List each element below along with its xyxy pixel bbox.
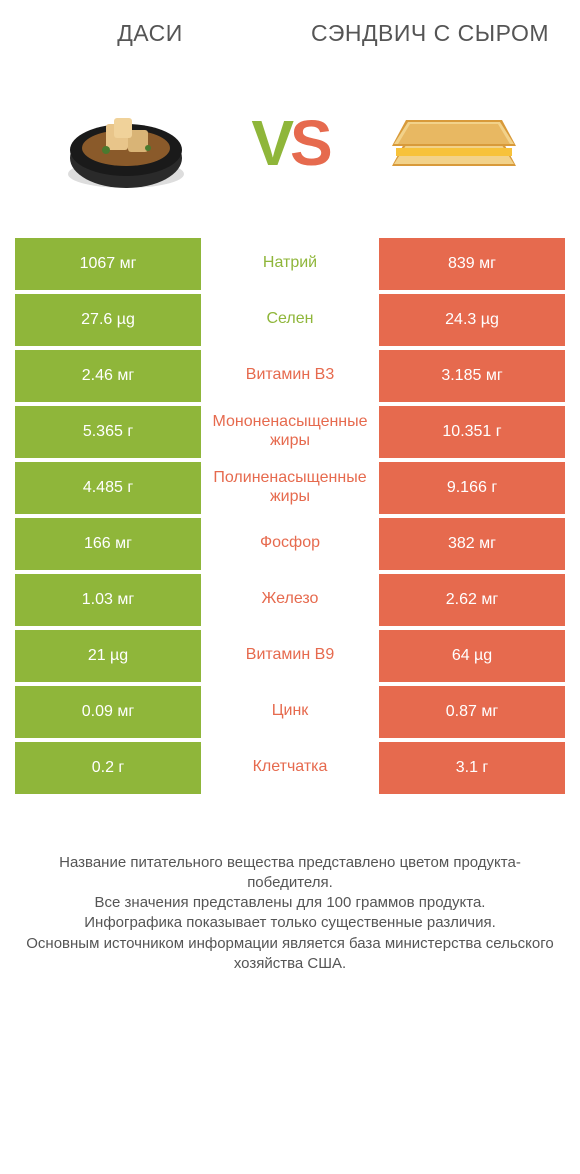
footer-line: Инфографика показывает только существенн… <box>25 913 555 933</box>
nutrient-label: Натрий <box>201 238 379 290</box>
value-right: 3.185 мг <box>379 350 565 402</box>
table-row: 166 мгФосфор382 мг <box>15 518 565 570</box>
value-right: 24.3 µg <box>379 294 565 346</box>
footer-line: Все значения представлены для 100 граммо… <box>25 893 555 913</box>
value-right: 839 мг <box>379 238 565 290</box>
table-row: 0.2 гКлетчатка3.1 г <box>15 742 565 794</box>
value-right: 3.1 г <box>379 742 565 794</box>
value-right: 2.62 мг <box>379 574 565 626</box>
table-row: 2.46 мгВитамин B33.185 мг <box>15 350 565 402</box>
cheese-sandwich-icon <box>344 88 565 198</box>
vs-v-letter: V <box>251 107 290 179</box>
value-left: 166 мг <box>15 518 201 570</box>
value-left: 2.46 мг <box>15 350 201 402</box>
nutrient-label: Фосфор <box>201 518 379 570</box>
nutrient-label: Мононенасыщенные жиры <box>201 406 379 458</box>
header-left-title: ДАСИ <box>10 20 290 48</box>
table-row: 21 µgВитамин B964 µg <box>15 630 565 682</box>
footer-notes: Название питательного вещества представл… <box>0 798 580 995</box>
value-right: 9.166 г <box>379 462 565 514</box>
footer-line: Основным источником информации является … <box>25 934 555 975</box>
header-right-title: СЭНДВИЧ С СЫРОМ <box>290 20 570 48</box>
nutrition-table: 1067 мгНатрий839 мг27.6 µgСелен24.3 µg2.… <box>0 238 580 794</box>
nutrient-label: Железо <box>201 574 379 626</box>
value-left: 0.09 мг <box>15 686 201 738</box>
table-row: 4.485 гПолиненасыщенные жиры9.166 г <box>15 462 565 514</box>
nutrient-label: Полиненасыщенные жиры <box>201 462 379 514</box>
value-left: 21 µg <box>15 630 201 682</box>
dashi-bowl-icon <box>15 88 236 198</box>
nutrient-label: Витамин B9 <box>201 630 379 682</box>
value-left: 27.6 µg <box>15 294 201 346</box>
table-row: 0.09 мгЦинк0.87 мг <box>15 686 565 738</box>
table-row: 5.365 гМононенасыщенные жиры10.351 г <box>15 406 565 458</box>
nutrient-label: Клетчатка <box>201 742 379 794</box>
nutrient-label: Витамин B3 <box>201 350 379 402</box>
table-row: 1.03 мгЖелезо2.62 мг <box>15 574 565 626</box>
images-row: VS <box>0 58 580 238</box>
header-row: ДАСИ СЭНДВИЧ С СЫРОМ <box>0 0 580 58</box>
vs-badge: VS <box>251 111 328 175</box>
table-row: 27.6 µgСелен24.3 µg <box>15 294 565 346</box>
value-left: 0.2 г <box>15 742 201 794</box>
value-right: 0.87 мг <box>379 686 565 738</box>
value-right: 10.351 г <box>379 406 565 458</box>
footer-line: Название питательного вещества представл… <box>25 853 555 894</box>
value-right: 382 мг <box>379 518 565 570</box>
value-left: 5.365 г <box>15 406 201 458</box>
value-left: 4.485 г <box>15 462 201 514</box>
nutrient-label: Цинк <box>201 686 379 738</box>
vs-s-letter: S <box>290 107 329 179</box>
table-row: 1067 мгНатрий839 мг <box>15 238 565 290</box>
value-left: 1067 мг <box>15 238 201 290</box>
nutrient-label: Селен <box>201 294 379 346</box>
value-right: 64 µg <box>379 630 565 682</box>
value-left: 1.03 мг <box>15 574 201 626</box>
